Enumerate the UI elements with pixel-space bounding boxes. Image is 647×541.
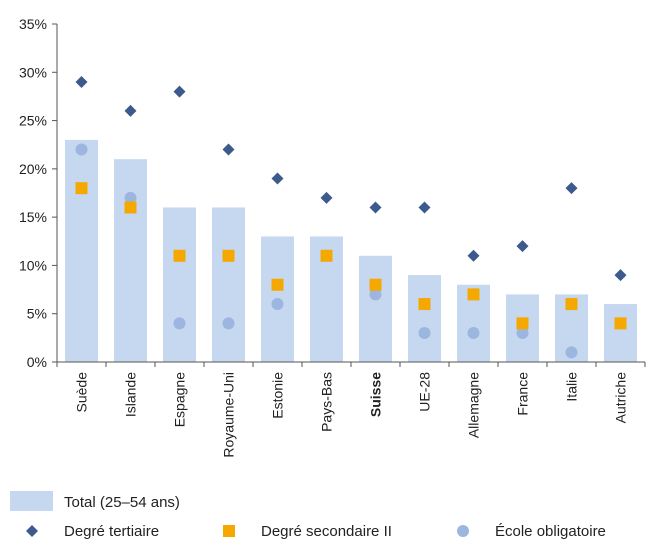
point-ecole-obligatoire-france — [516, 327, 529, 340]
bar-espagne — [163, 207, 196, 362]
point-degre-tertiaire-espagne — [173, 85, 186, 98]
point-degre-tertiaire-pays-bas — [320, 191, 333, 204]
legend-marker-degre-tertiaire — [26, 525, 38, 537]
y-tick-label: 35% — [19, 16, 47, 32]
bar-royaume-uni — [212, 207, 245, 362]
point-degre-tertiaire-france — [516, 240, 529, 253]
point-degre-tertiaire-italie — [565, 182, 578, 195]
point-degre-secondaire-ii-suisse — [369, 278, 382, 291]
point-ecole-obligatoire-islande — [124, 191, 137, 204]
point-ecole-obligatoire-royaume-uni — [222, 317, 235, 330]
axes-layer — [52, 23, 646, 367]
point-ecole-obligatoire-espagne — [173, 317, 186, 330]
point-degre-secondaire-ii-ue-28 — [418, 298, 431, 311]
point-degre-tertiaire-ue-28 — [418, 201, 431, 214]
x-tick-label-france: France — [515, 372, 531, 416]
point-ecole-obligatoire-estonie — [271, 298, 284, 311]
point-ecole-obligatoire-suisse — [369, 288, 382, 301]
x-tick-label-islande: Islande — [123, 372, 139, 417]
x-tick-label-ue-28: UE-28 — [417, 372, 433, 412]
bar-suede — [65, 139, 98, 362]
point-degre-secondaire-ii-italie — [565, 298, 578, 311]
x-tick-label-suede: Suède — [74, 372, 90, 413]
point-degre-tertiaire-royaume-uni — [222, 143, 235, 156]
x-tick-label-suisse: Suisse — [368, 372, 384, 417]
bar-ue-28 — [408, 275, 441, 362]
legend-swatch-total-25-54-ans — [10, 491, 53, 511]
point-ecole-obligatoire-allemagne — [467, 327, 480, 340]
legend-label-total-25-54-ans: Total (25–54 ans) — [64, 494, 180, 511]
x-tick-label-royaume-uni: Royaume-Uni — [221, 372, 237, 458]
y-tick-label: 0% — [27, 354, 47, 370]
bar-suisse — [359, 255, 392, 362]
point-degre-secondaire-ii-espagne — [173, 249, 186, 262]
point-degre-secondaire-ii-estonie — [271, 278, 284, 291]
y-tick-label: 5% — [27, 306, 47, 322]
point-degre-tertiaire-autriche — [614, 269, 627, 282]
legend-marker-degre-secondaire-ii — [223, 525, 235, 537]
markers-layer — [75, 75, 627, 359]
y-tick-label: 30% — [19, 64, 47, 80]
bar-autriche — [604, 304, 637, 362]
point-ecole-obligatoire-ue-28 — [418, 327, 431, 340]
point-degre-secondaire-ii-france — [516, 317, 529, 330]
x-tick-label-estonie: Estonie — [270, 372, 286, 419]
y-tick-label: 15% — [19, 209, 47, 225]
y-tick-label: 10% — [19, 257, 47, 273]
point-degre-secondaire-ii-royaume-uni — [222, 249, 235, 262]
point-ecole-obligatoire-suede — [75, 143, 88, 156]
point-degre-tertiaire-allemagne — [467, 249, 480, 262]
bar-islande — [114, 159, 147, 362]
point-degre-secondaire-ii-islande — [124, 201, 137, 214]
legend: Total (25–54 ans) Degré tertiaire Degré se… — [10, 491, 606, 540]
point-degre-tertiaire-suisse — [369, 201, 382, 214]
legend-label-ecole-obligatoire: École obligatoire — [495, 523, 606, 540]
legend-label-degre-secondaire-ii: Degré secondaire II — [261, 523, 392, 540]
point-degre-tertiaire-suede — [75, 75, 88, 88]
y-tick-label: 25% — [19, 113, 47, 129]
legend-marker-ecole-obligatoire — [457, 525, 469, 537]
point-degre-tertiaire-islande — [124, 104, 137, 117]
point-degre-secondaire-ii-suede — [75, 182, 88, 195]
x-tick-label-autriche: Autriche — [613, 372, 629, 424]
legend-label-degre-tertiaire: Degré tertiaire — [64, 523, 159, 540]
labels-layer: 0% 5% 10% 15% 20% 25% 30% 35% Suède Islande Espagn… — [19, 16, 629, 458]
y-tick-label: 20% — [19, 161, 47, 177]
x-tick-label-espagne: Espagne — [172, 372, 188, 427]
point-degre-tertiaire-estonie — [271, 172, 284, 185]
x-tick-label-pays-bas: Pays-Bas — [319, 372, 335, 432]
bars-layer — [65, 139, 637, 362]
point-ecole-obligatoire-italie — [565, 346, 578, 359]
point-degre-secondaire-ii-pays-bas — [320, 249, 333, 262]
point-degre-secondaire-ii-autriche — [614, 317, 627, 330]
x-tick-label-italie: Italie — [564, 372, 580, 402]
point-degre-secondaire-ii-allemagne — [467, 288, 480, 301]
x-tick-label-allemagne: Allemagne — [466, 372, 482, 438]
